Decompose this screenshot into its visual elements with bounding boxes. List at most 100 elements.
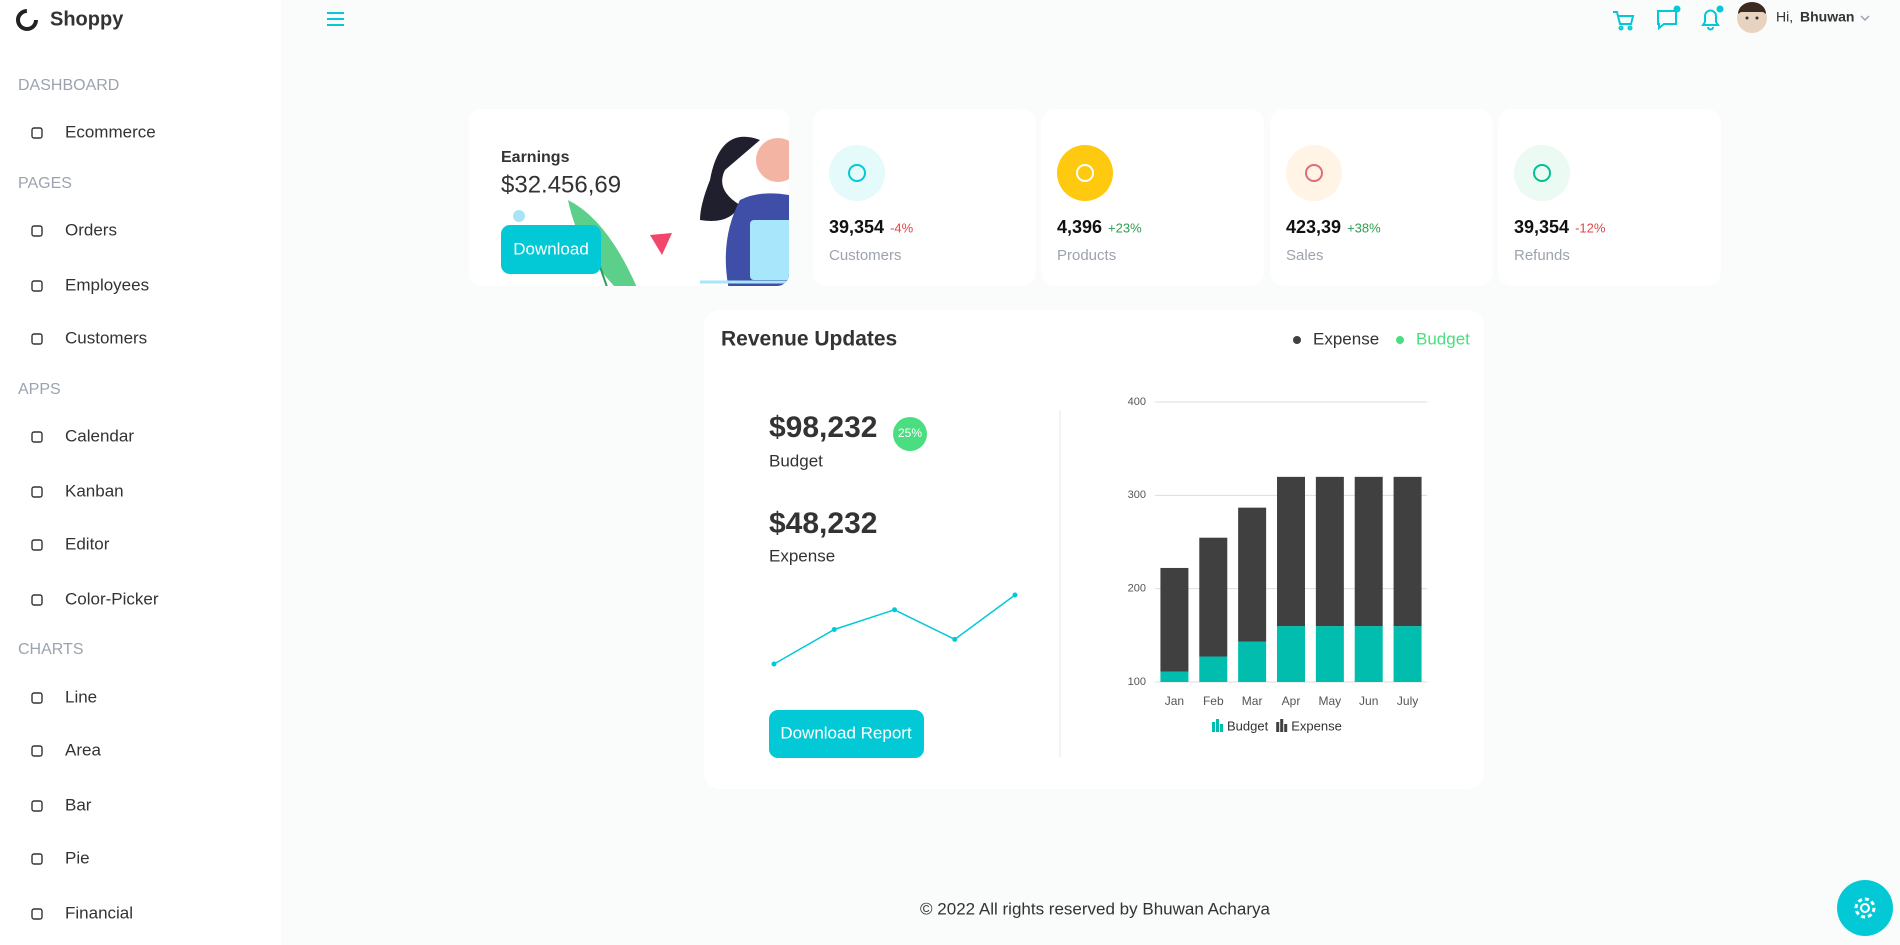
legend-icon[interactable]: [1216, 719, 1219, 732]
stat-icon[interactable]: [1057, 145, 1113, 201]
legend-icon[interactable]: [1220, 724, 1223, 732]
sidebar-icon[interactable]: [31, 333, 43, 345]
sidebar-icon[interactable]: [31, 127, 43, 139]
budget-label: Budget: [769, 451, 823, 470]
sidebar-item[interactable]: Bar: [65, 795, 92, 814]
stat-icon[interactable]: [1514, 145, 1570, 201]
stat-label: Refunds: [1514, 247, 1570, 264]
sidebar-item[interactable]: Ecommerce: [65, 122, 156, 141]
sidebar-icon[interactable]: [31, 908, 43, 920]
cart-icon[interactable]: [1613, 11, 1635, 31]
bar: [1238, 507, 1267, 642]
x-tick-label: Feb: [1203, 694, 1224, 708]
sidebar-icon[interactable]: [31, 486, 43, 498]
revenue-title: Revenue Updates: [721, 328, 897, 351]
download-button[interactable]: Download: [501, 225, 601, 274]
bar: [1277, 476, 1305, 627]
sidebar-section: APPS: [18, 381, 61, 398]
stat-icon-glyph[interactable]: [1533, 164, 1551, 182]
bar-legend-label[interactable]: Expense: [1291, 718, 1342, 733]
sidebar-section: CHARTS: [18, 641, 84, 658]
budget-badge-label: 25%: [898, 426, 922, 440]
download-report-button[interactable]: Download Report: [769, 710, 924, 758]
download-button-bg[interactable]: [501, 225, 601, 274]
stat-icon-glyph[interactable]: [1076, 164, 1094, 182]
stat-label: Customers: [829, 247, 902, 264]
stat-change: +38%: [1347, 220, 1381, 235]
sidebar-item[interactable]: Editor: [65, 534, 110, 553]
stat-icon-glyph[interactable]: [848, 164, 866, 182]
stat-amount: 4,396: [1057, 217, 1102, 237]
sidebar-icon[interactable]: [31, 431, 43, 443]
x-tick-label: July: [1397, 694, 1418, 708]
stat-label: Products: [1057, 247, 1116, 264]
bell-icon[interactable]: [1701, 5, 1724, 31]
bar: [1277, 626, 1305, 682]
y-tick-label: 400: [1128, 396, 1146, 408]
legend-icon[interactable]: [1276, 722, 1280, 732]
sidebar-icon[interactable]: [31, 539, 43, 551]
x-tick-label: Jan: [1165, 694, 1184, 708]
expense-amount: $48,232: [769, 507, 877, 540]
sidebar-item[interactable]: Line: [65, 687, 97, 706]
sidebar-icon[interactable]: [31, 745, 43, 757]
sidebar-item[interactable]: Employees: [65, 275, 149, 294]
legend-icon[interactable]: [1212, 722, 1215, 732]
download-report-bg[interactable]: [769, 710, 924, 758]
bar: [1393, 476, 1422, 627]
sidebar-icon[interactable]: [31, 594, 43, 606]
bar: [1354, 626, 1383, 682]
user-chevron[interactable]: [1860, 15, 1870, 22]
sidebar-item[interactable]: Financial: [65, 903, 133, 922]
sidebar-item[interactable]: Color-Picker: [65, 589, 159, 608]
bar: [1160, 671, 1189, 682]
earnings-amount: $32.456,69: [501, 171, 621, 198]
sidebar-icon[interactable]: [31, 800, 43, 812]
stat-icon[interactable]: [829, 145, 885, 201]
legend-budget[interactable]: Budget: [1416, 329, 1470, 348]
user-name[interactable]: Bhuwan: [1800, 9, 1854, 25]
sparkline-point: [831, 627, 837, 632]
download-report-label[interactable]: Download Report: [780, 723, 912, 742]
bar-legend-label[interactable]: Budget: [1227, 718, 1269, 733]
bar: [1354, 476, 1383, 627]
expense-label: Expense: [769, 546, 835, 565]
sidebar-icon[interactable]: [31, 225, 43, 237]
sidebar-icon[interactable]: [31, 280, 43, 292]
stat-icon-glyph[interactable]: [1305, 164, 1323, 182]
menu-button[interactable]: [327, 12, 344, 26]
settings-button[interactable]: [1837, 880, 1893, 936]
sidebar-item[interactable]: Pie: [65, 848, 90, 867]
y-tick-label: 200: [1128, 583, 1146, 595]
bar: [1393, 626, 1422, 682]
bar: [1315, 626, 1344, 682]
sidebar-item[interactable]: Calendar: [65, 426, 134, 445]
download-button-label[interactable]: Download: [513, 239, 589, 258]
sidebar-icon[interactable]: [31, 853, 43, 865]
y-tick-label: 300: [1128, 489, 1146, 501]
sidebar-item[interactable]: Orders: [65, 220, 117, 239]
greeting[interactable]: Hi,: [1776, 9, 1793, 25]
legend-icon[interactable]: [1280, 719, 1284, 732]
sidebar-item[interactable]: Area: [65, 740, 101, 759]
sidebar-item[interactable]: Customers: [65, 328, 147, 347]
logo[interactable]: Shoppy: [16, 8, 124, 31]
sidebar-item[interactable]: Kanban: [65, 481, 124, 500]
x-tick-label: May: [1319, 694, 1342, 708]
legend-icon[interactable]: [1284, 724, 1288, 732]
avatar[interactable]: [1737, 2, 1767, 33]
sidebar-icon[interactable]: [31, 692, 43, 704]
legend-expense[interactable]: Expense: [1313, 329, 1379, 348]
stat-change: -12%: [1575, 220, 1606, 235]
stat-icon[interactable]: [1286, 145, 1342, 201]
budget-amount: $98,232: [769, 411, 877, 444]
x-tick-label: Mar: [1242, 694, 1263, 708]
brand[interactable]: Shoppy: [50, 8, 124, 30]
legend-dot: [1396, 336, 1404, 344]
chat-icon[interactable]: [1657, 5, 1681, 31]
sidebar-section: PAGES: [18, 175, 72, 192]
sparkline-point: [892, 607, 897, 613]
stat-amount: 423,39: [1286, 217, 1341, 237]
